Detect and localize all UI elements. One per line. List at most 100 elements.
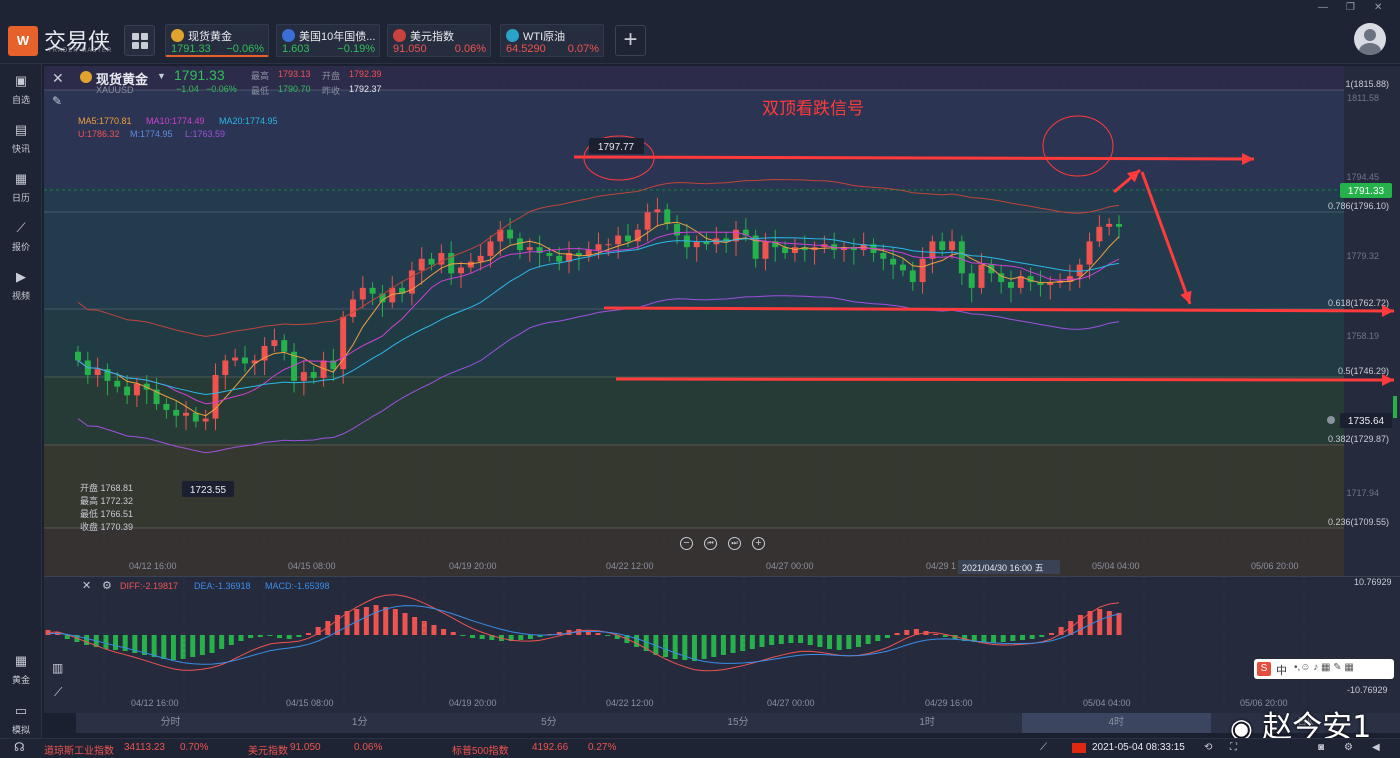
draw-line-icon[interactable]: ⟋ — [54, 685, 63, 699]
macd-bar — [875, 635, 881, 641]
settings-icon[interactable]: ⚙ — [1344, 742, 1353, 753]
calendar-icon: ▦ — [14, 171, 28, 186]
sidebar-item-label: 日历 — [11, 193, 30, 203]
candle-body — [271, 340, 278, 346]
camera-icon[interactable]: ◙ — [1318, 742, 1325, 753]
sidebar-item-0[interactable]: ▣ 自选 — [0, 68, 42, 112]
macd-bar — [344, 611, 350, 635]
macd-bar — [566, 630, 572, 635]
sidebar-item-3[interactable]: ⟋ 报价 — [0, 215, 42, 259]
index-name[interactable]: 标普500指数 — [452, 746, 509, 757]
candle-body — [487, 241, 494, 256]
low-label: 最低 — [251, 86, 270, 96]
minimize-icon[interactable]: — — [1318, 2, 1328, 13]
timeframe-3[interactable]: 15分 — [727, 717, 749, 728]
restore-icon[interactable]: ❐ — [1346, 2, 1355, 13]
sidebar-item-4[interactable]: ▶ 视频 — [0, 264, 42, 308]
candle-body — [1007, 282, 1014, 288]
current-price-label: 1791.33 — [1348, 186, 1385, 197]
volume-icon[interactable]: ◀ — [1372, 742, 1380, 753]
layout-grid-button[interactable] — [124, 25, 155, 56]
sidebar-item-label: 视频 — [11, 291, 30, 301]
ma10-line — [77, 231, 1120, 405]
timeframe-6[interactable]: 日K — [1297, 717, 1314, 728]
ohlc-row: 收盘 1770.39 — [80, 521, 133, 534]
trough-label-box — [182, 481, 234, 497]
fib-label: 0.786(1796.10) — [1328, 201, 1389, 211]
macd-canvas[interactable]: 04/12 16:00 04/15 08:00 04/19 20:00 04/22 1… — [44, 577, 1400, 713]
user-avatar[interactable] — [1354, 23, 1386, 55]
candle-body — [723, 238, 730, 242]
macd-settings-icon[interactable]: ⚙ — [102, 580, 112, 592]
candle-body — [929, 241, 936, 259]
macd-bar — [1116, 613, 1122, 635]
candle-body — [526, 247, 533, 251]
index-name[interactable]: 美元指数 — [248, 746, 288, 757]
fib-label: 0.236(1709.55) — [1328, 517, 1389, 527]
ticker-2[interactable]: 美元指数 91.050 0.06% — [387, 24, 491, 57]
macd-time-label: 04/15 08:00 — [286, 698, 334, 708]
draw-tool-icon[interactable]: ✎ — [52, 94, 63, 108]
scroll-end-button[interactable]: ⏭ — [728, 537, 741, 550]
time-axis-label: 05/04 04:00 — [1092, 561, 1140, 571]
headset-icon[interactable]: ☊ — [14, 740, 25, 754]
close-window-icon[interactable]: ✕ — [1374, 2, 1383, 13]
timeframe-0[interactable]: 分时 — [160, 717, 181, 728]
macd-bar — [913, 629, 919, 635]
macd-bar — [817, 635, 823, 647]
add-ticker-button[interactable]: + — [615, 25, 646, 56]
macd-bar — [769, 635, 775, 645]
macd-bar — [827, 635, 833, 649]
wave-indicator-icon[interactable]: ∿ — [52, 709, 62, 713]
ticker-1[interactable]: 美国10年国债... 1.603 −0.19% — [276, 24, 380, 57]
time-axis-label: 04/12 16:00 — [129, 561, 177, 571]
ime-tools-icon[interactable]: •,☺ ♪ ▦ ✎ ▦ — [1294, 662, 1354, 673]
zoom-in-button[interactable]: + — [752, 537, 765, 550]
candlestick-chart[interactable]: 1(1815.88) 0.786(1796.10) 0.618(1762.72) 0.… — [44, 66, 1400, 576]
candle-body — [153, 389, 160, 405]
macd-bar — [441, 629, 447, 635]
symbol-dropdown-icon[interactable]: ▼ — [157, 71, 166, 81]
ohlc-row: 最高 1772.32 — [80, 495, 133, 508]
scroll-start-button[interactable]: ⏮ — [704, 537, 717, 550]
macd-bar — [228, 635, 234, 645]
price-axis-label: 1811.58 — [1347, 93, 1379, 103]
timeframe-5[interactable]: 4时 — [1021, 713, 1211, 733]
ohlc-value: 1766.51 — [100, 509, 134, 519]
candle-body — [310, 372, 317, 378]
macd-panel[interactable]: 04/12 16:00 04/15 08:00 04/19 20:00 04/22 1… — [44, 576, 1400, 713]
ma5-label: MA5:1770.81 — [78, 116, 132, 126]
timeframe-4[interactable]: 1时 — [919, 717, 935, 728]
sidebar-item-2[interactable]: ▦ 日历 — [0, 166, 42, 210]
app-logo-icon: W — [8, 26, 38, 56]
macd-close-icon[interactable]: ✕ — [82, 580, 92, 592]
index-name[interactable]: 道琼斯工业指数 — [44, 746, 114, 757]
timeframe-1[interactable]: 1分 — [351, 717, 368, 728]
index-change: 0.06% — [354, 742, 383, 753]
ma5-line — [77, 221, 1120, 417]
symbol-name[interactable]: 现货黄金 — [96, 72, 149, 87]
chart-canvas[interactable]: 1(1815.88) 0.786(1796.10) 0.618(1762.72) 0.… — [44, 66, 1400, 576]
ticker-0[interactable]: 现货黄金 1791.33 −0.06% — [165, 24, 269, 57]
candle-body — [143, 383, 150, 390]
macd-bar — [653, 635, 659, 655]
timeframe-2[interactable]: 5分 — [541, 717, 557, 728]
zoom-out-button[interactable]: − — [680, 537, 693, 550]
sidebar-bottom-item-0[interactable]: ▦ 黄金 — [0, 648, 42, 692]
sidebar-bottom-item-1[interactable]: ▭ 模拟 — [0, 698, 42, 742]
indicator-menu-icon[interactable]: ▥ — [52, 661, 64, 675]
fullscreen-icon[interactable]: ⛶ — [1230, 742, 1237, 753]
refresh-icon[interactable]: ⟲ — [1204, 742, 1213, 753]
ticker-change: −0.06% — [226, 43, 264, 55]
sidebar-item-1[interactable]: ▤ 快讯 — [0, 117, 42, 161]
ime-toolbar[interactable]: S 中 •,☺ ♪ ▦ ✎ ▦ — [1254, 659, 1394, 679]
chart-close-icon[interactable]: ✕ — [52, 70, 64, 86]
symbol-code: XAUUSD — [96, 85, 134, 95]
boll-upper-line — [77, 178, 1120, 337]
macd-bar — [971, 635, 977, 642]
candle-body — [281, 340, 288, 352]
ime-mode[interactable]: 中 — [1276, 665, 1287, 677]
ohlc-value: 1768.81 — [100, 483, 134, 493]
candle-body — [703, 241, 710, 245]
ticker-3[interactable]: WTI原油 64.5290 0.07% — [500, 24, 604, 57]
